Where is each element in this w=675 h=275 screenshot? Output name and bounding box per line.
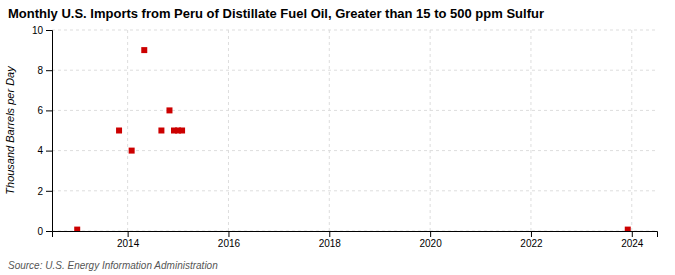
scatter-point	[158, 128, 164, 134]
y-grid-line	[52, 30, 657, 31]
x-tick-label: 2014	[117, 238, 140, 249]
x-tick-label: 2016	[218, 238, 241, 249]
y-tick-label: 10	[32, 25, 44, 36]
scatter-point	[625, 227, 631, 231]
x-grid-line	[530, 30, 531, 231]
x-tick-label: 2024	[621, 238, 644, 249]
x-grid-line	[127, 30, 128, 231]
chart-svg: 2014 2016 2018 2020 2022 2024 0 2 4 6 8 10 Thousand …	[0, 0, 675, 275]
source-annotation: Source: U.S. Energy Information Administ…	[8, 260, 218, 271]
scatter-point	[179, 128, 185, 134]
y-tick-mark	[46, 151, 52, 152]
chart-title: Monthly U.S. Imports from Peru of Distil…	[8, 6, 544, 21]
x-tick: 2024	[621, 231, 644, 249]
x-tick: 2014	[117, 231, 140, 249]
y-tick: 10	[32, 25, 52, 36]
y-tick-mark	[46, 30, 52, 31]
x-tick: 2022	[520, 231, 543, 249]
y-tick-label: 0	[37, 226, 43, 237]
y-grid-line	[52, 110, 657, 111]
scatter-point	[141, 47, 147, 53]
chart-container: 2014 2016 2018 2020 2022 2024 0 2 4 6 8 10 Thousand …	[0, 0, 675, 275]
x-axis-line	[53, 232, 658, 238]
y-axis-line	[46, 31, 53, 232]
x-tick-label: 2018	[319, 238, 342, 249]
x-grid-line	[631, 30, 632, 231]
x-tick-mark	[128, 231, 129, 237]
y-grid-line	[52, 70, 657, 71]
y-tick-mark	[46, 110, 52, 111]
x-tick-mark	[531, 231, 532, 237]
y-grid-line	[52, 150, 657, 151]
x-tick: 2018	[319, 231, 342, 249]
y-tick-label: 2	[37, 186, 43, 197]
x-tick: 2016	[218, 231, 241, 249]
y-tick: 2	[37, 186, 52, 197]
x-axis: 2014 2016 2018 2020 2022 2024	[53, 231, 658, 249]
y-tick-mark	[46, 70, 52, 71]
y-tick: 4	[37, 145, 52, 156]
x-tick: 2020	[420, 231, 443, 249]
x-grid-line	[329, 30, 330, 231]
x-tick-label: 2022	[520, 238, 543, 249]
grid	[52, 30, 657, 231]
x-tick-mark	[228, 231, 229, 237]
y-grid-line	[52, 190, 657, 191]
y-tick-label: 8	[37, 65, 43, 76]
scatter-point	[74, 227, 80, 231]
x-tick-label: 2020	[420, 238, 443, 249]
y-tick: 6	[37, 105, 52, 116]
x-grid-line	[430, 30, 431, 231]
x-grid-line	[228, 30, 229, 231]
y-tick-mark	[46, 191, 52, 192]
x-tick-mark	[632, 231, 633, 237]
points	[74, 47, 631, 231]
scatter-point	[116, 128, 122, 134]
y-axis: 0 2 4 6 8 10	[32, 25, 53, 237]
y-tick-label: 4	[37, 145, 43, 156]
scatter-point	[129, 148, 135, 154]
y-axis-label: Thousand Barrels per Day	[4, 65, 16, 195]
x-tick-mark	[329, 231, 330, 237]
y-tick-label: 6	[37, 105, 43, 116]
y-tick-mark	[46, 231, 52, 232]
scatter-point	[166, 107, 172, 113]
y-tick: 8	[37, 65, 52, 76]
plot-area: 2014 2016 2018 2020 2022 2024 0 2 4 6 8 10	[32, 25, 658, 249]
y-tick: 0	[37, 226, 52, 237]
x-tick-mark	[430, 231, 431, 237]
